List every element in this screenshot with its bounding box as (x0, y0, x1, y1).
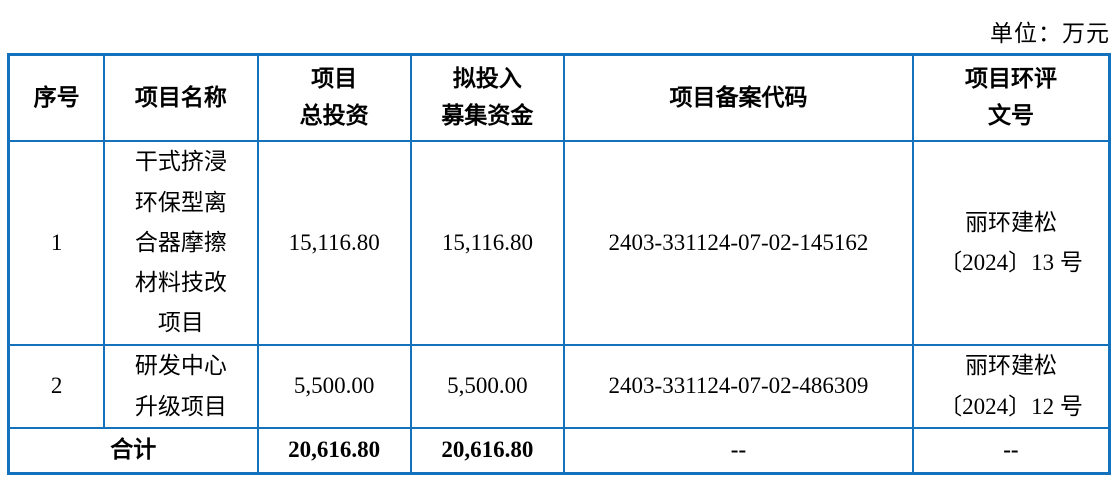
column-header-total-investment: 项目 总投资 (256, 53, 412, 142)
column-header-project-name: 项目名称 (103, 53, 259, 142)
cell-filing-code: 2403-331124-07-02-145162 (563, 140, 914, 346)
fundraising-projects-table: 序号 项目名称 项目 总投资 拟投入 募集资金 项目备案代码 项目环评 文号 1… (7, 53, 1111, 475)
column-header-raised-funds: 拟投入 募集资金 (409, 53, 566, 142)
cell-total-investment: 15,116.80 (256, 140, 412, 346)
cell-filing-code: 2403-331124-07-02-486309 (563, 344, 914, 429)
total-row: 合计 20,616.80 20,616.80 -- -- (7, 427, 1111, 474)
cell-project-name: 研发中心 升级项目 (103, 344, 259, 429)
cell-eia-doc-no: 丽环建松 〔2024〕13 号 (911, 140, 1111, 346)
total-investment-sum: 20,616.80 (256, 427, 412, 474)
total-filing-code-placeholder: -- (563, 427, 914, 474)
cell-project-name: 干式挤浸 环保型离 合器摩擦 材料技改 项目 (103, 140, 259, 346)
cell-no: 2 (7, 344, 106, 429)
cell-raised-funds: 15,116.80 (409, 140, 566, 346)
total-raised-funds-sum: 20,616.80 (409, 427, 566, 474)
column-header-no: 序号 (7, 53, 106, 142)
total-label: 合计 (7, 427, 259, 474)
column-header-filing-code: 项目备案代码 (563, 53, 914, 142)
header-row: 序号 项目名称 项目 总投资 拟投入 募集资金 项目备案代码 项目环评 文号 (7, 53, 1111, 142)
cell-eia-doc-no: 丽环建松 〔2024〕12 号 (911, 344, 1111, 429)
cell-total-investment: 5,500.00 (256, 344, 412, 429)
column-header-eia-doc-no: 项目环评 文号 (911, 53, 1111, 142)
table-header: 序号 项目名称 项目 总投资 拟投入 募集资金 项目备案代码 项目环评 文号 (7, 53, 1111, 142)
table-row: 2 研发中心 升级项目 5,500.00 5,500.00 2403-33112… (7, 344, 1111, 429)
table-row: 1 干式挤浸 环保型离 合器摩擦 材料技改 项目 15,116.80 15,11… (7, 140, 1111, 346)
total-eia-placeholder: -- (911, 427, 1111, 474)
cell-no: 1 (7, 140, 106, 346)
cell-raised-funds: 5,500.00 (409, 344, 566, 429)
unit-label: 单位：万元 (990, 21, 1110, 46)
